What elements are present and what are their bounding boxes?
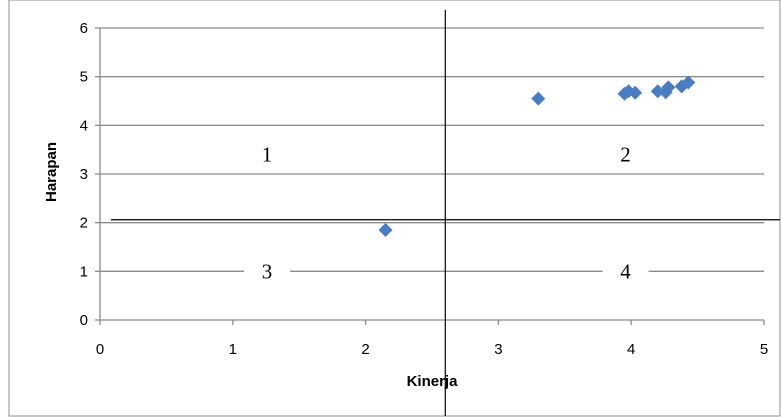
quadrant-label: 3 [262,259,273,283]
quadrant-dividers [111,10,780,416]
quadrant-label-gap [602,137,649,172]
x-axis-title: Kinerja [407,373,459,390]
data-point [628,85,643,100]
quadrant-label: 1 [262,143,273,167]
x-tick-label: 1 [229,341,237,358]
x-tick-label: 3 [494,341,502,358]
y-tick-label: 3 [80,166,88,183]
quadrant-label-gap [602,254,649,289]
data-point [681,75,696,90]
axes [95,27,765,325]
tick-labels: 0 1 2 3 4 5 6 0 1 2 3 4 5 [80,20,769,358]
quadrant-label: 4 [620,259,631,283]
y-tick-label: 4 [80,117,88,134]
data-points [378,75,696,237]
y-tick-label: 6 [80,20,88,37]
quadrant-label-gap [244,137,290,172]
quadrant-labels: 1 2 3 4 [262,143,632,284]
data-point [531,91,546,106]
quadrant-label-gap [244,254,290,289]
x-tick-label: 2 [361,341,369,358]
y-axis-title: Harapan [43,142,60,202]
x-tick-label: 5 [760,341,768,358]
x-tick-label: 0 [96,341,104,358]
y-tick-label: 2 [80,215,88,232]
data-point [378,222,393,237]
y-tick-label: 0 [80,312,88,329]
x-tick-label: 4 [627,341,635,358]
data-point [661,80,676,95]
y-tick-label: 1 [80,263,88,280]
chart-border [8,0,781,417]
quadrant-label-backgrounds [244,137,649,289]
y-tick-label: 5 [80,69,88,86]
gridlines [100,27,764,272]
quadrant-label: 2 [620,143,631,167]
